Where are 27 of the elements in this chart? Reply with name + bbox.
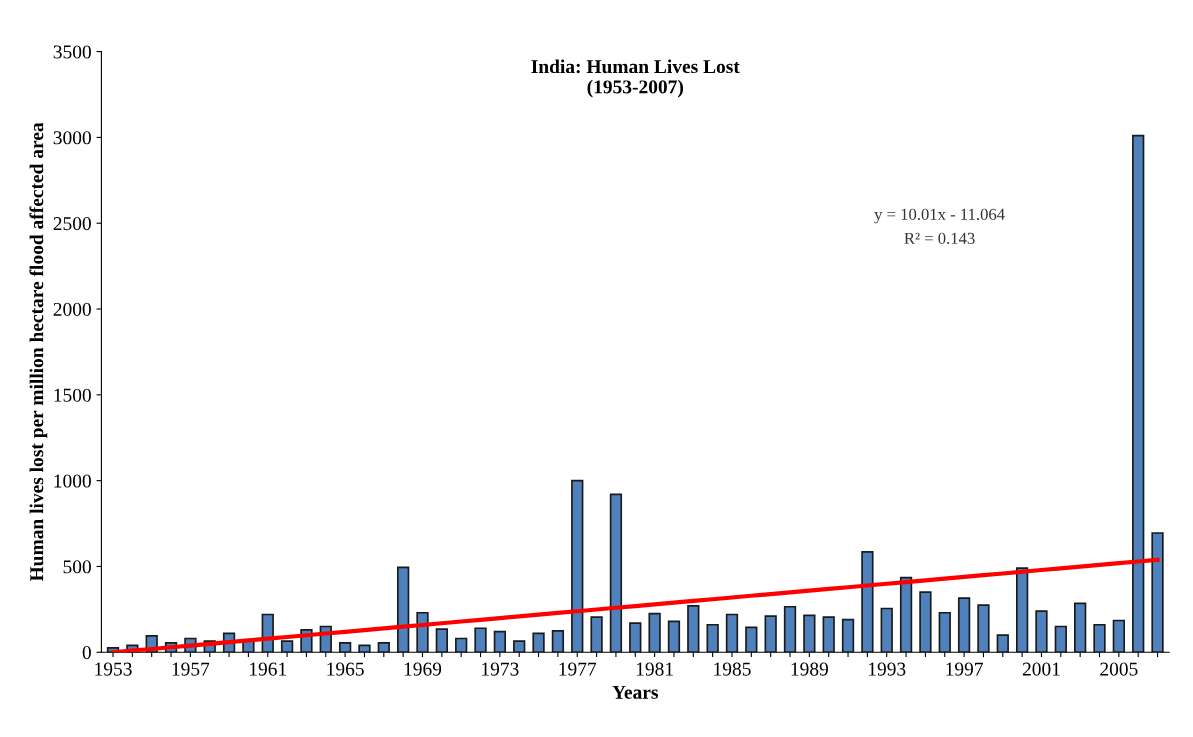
y-tick-label: 2500 [53,217,91,231]
x-tick-label: 2001 [1022,662,1060,676]
annotation: R² = 0.143 [904,232,975,245]
x-tick-label: 1997 [946,662,983,676]
x-tick-label: 1989 [791,662,829,676]
x-axis-title: Years [612,685,659,699]
y-tick-label: 1500 [54,388,91,402]
y-tick-label: 3000 [53,131,91,145]
x-tick-label: 1985 [714,662,751,676]
x-tick-label: 1981 [636,662,673,676]
x-tick-label: 1973 [482,662,519,676]
x-tick-label: 1977 [559,662,597,676]
x-tick-label: 1965 [327,662,364,676]
x-tick-label: 2005 [1100,662,1138,676]
x-tick-label: 1969 [404,662,442,676]
x-tick-label: 1953 [95,662,132,676]
text: India: Human Lives Lost (1953-2007) [531,59,740,98]
x-tick-label: 1993 [869,662,906,676]
y-tick-label: 2000 [53,302,91,316]
y-tick-label: 1000 [54,474,91,488]
y-tick-label: 0 [82,646,91,660]
y-tick-label: 3500 [53,45,91,59]
x-tick-label: 1957 [172,662,210,676]
annotation: y = 10.01x - 11.064 [874,208,1005,224]
y-axis-title: Human lives lost per million hectare flood affected area [29,122,48,582]
x-tick-label: 1961 [250,662,287,676]
y-tick-label: 500 [63,560,91,574]
